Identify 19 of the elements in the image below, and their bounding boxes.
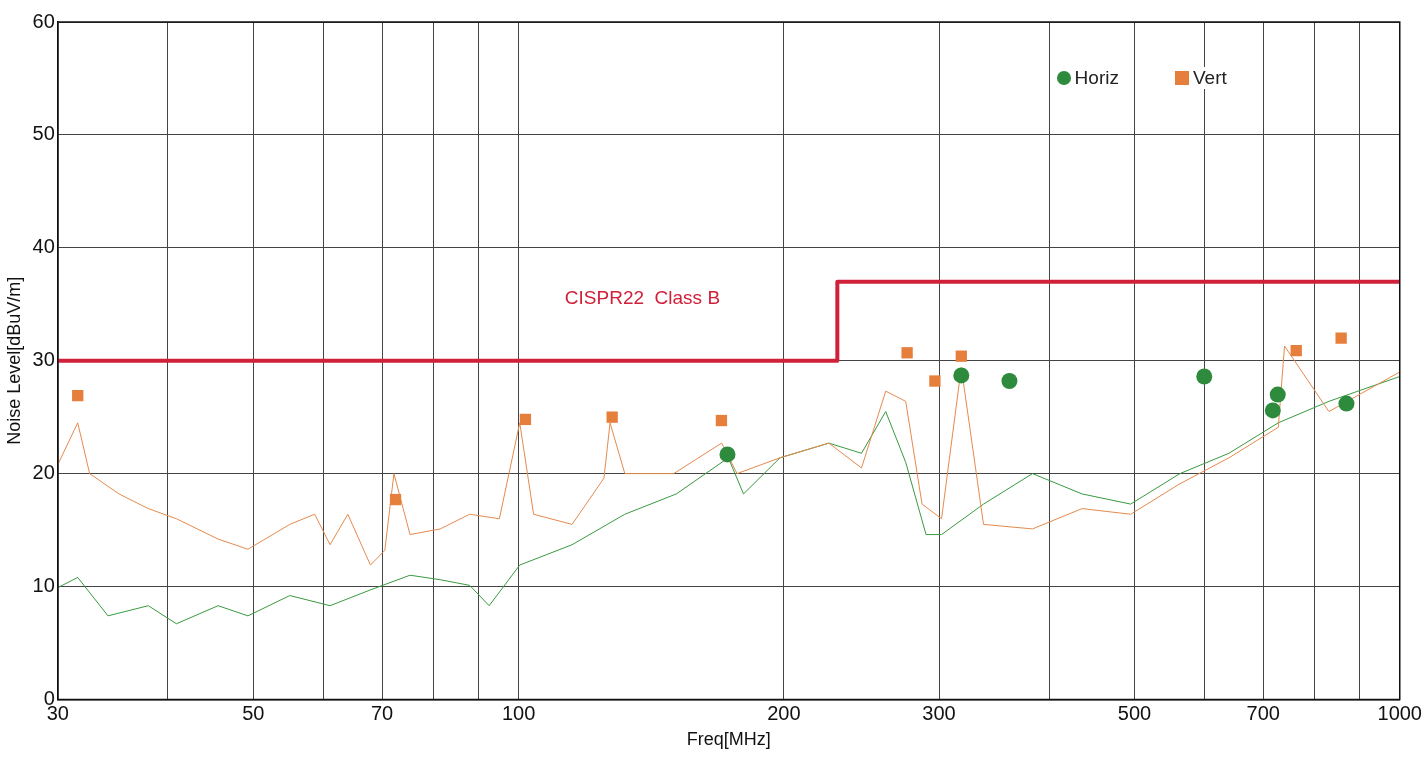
y-tick-label: 40 <box>32 235 55 258</box>
y-axis-title: Noise Level[dBuV/m] <box>3 276 24 445</box>
legend-label: Vert <box>1192 67 1227 89</box>
x-tick-label: 1000 <box>1377 701 1422 724</box>
y-tick-label: 50 <box>32 122 55 145</box>
x-tick-label: 200 <box>767 701 801 724</box>
y-tick-label: 10 <box>32 574 55 597</box>
y-tick-label: 60 <box>32 9 55 32</box>
x-tick-label: 70 <box>370 701 394 724</box>
x-tick-label: 100 <box>501 701 536 724</box>
legend-label: Horiz <box>1074 67 1119 89</box>
x-axis-title: Freq[MHz] <box>686 729 771 750</box>
text: CISPR22 Class B <box>564 286 721 308</box>
y-tick-label: 30 <box>32 348 55 371</box>
x-tick-label: 300 <box>922 701 956 724</box>
x-tick-label: 50 <box>242 701 265 724</box>
x-tick-label: 700 <box>1246 701 1280 724</box>
x-tick-label: 500 <box>1117 701 1152 724</box>
y-tick-label: 20 <box>32 461 55 484</box>
